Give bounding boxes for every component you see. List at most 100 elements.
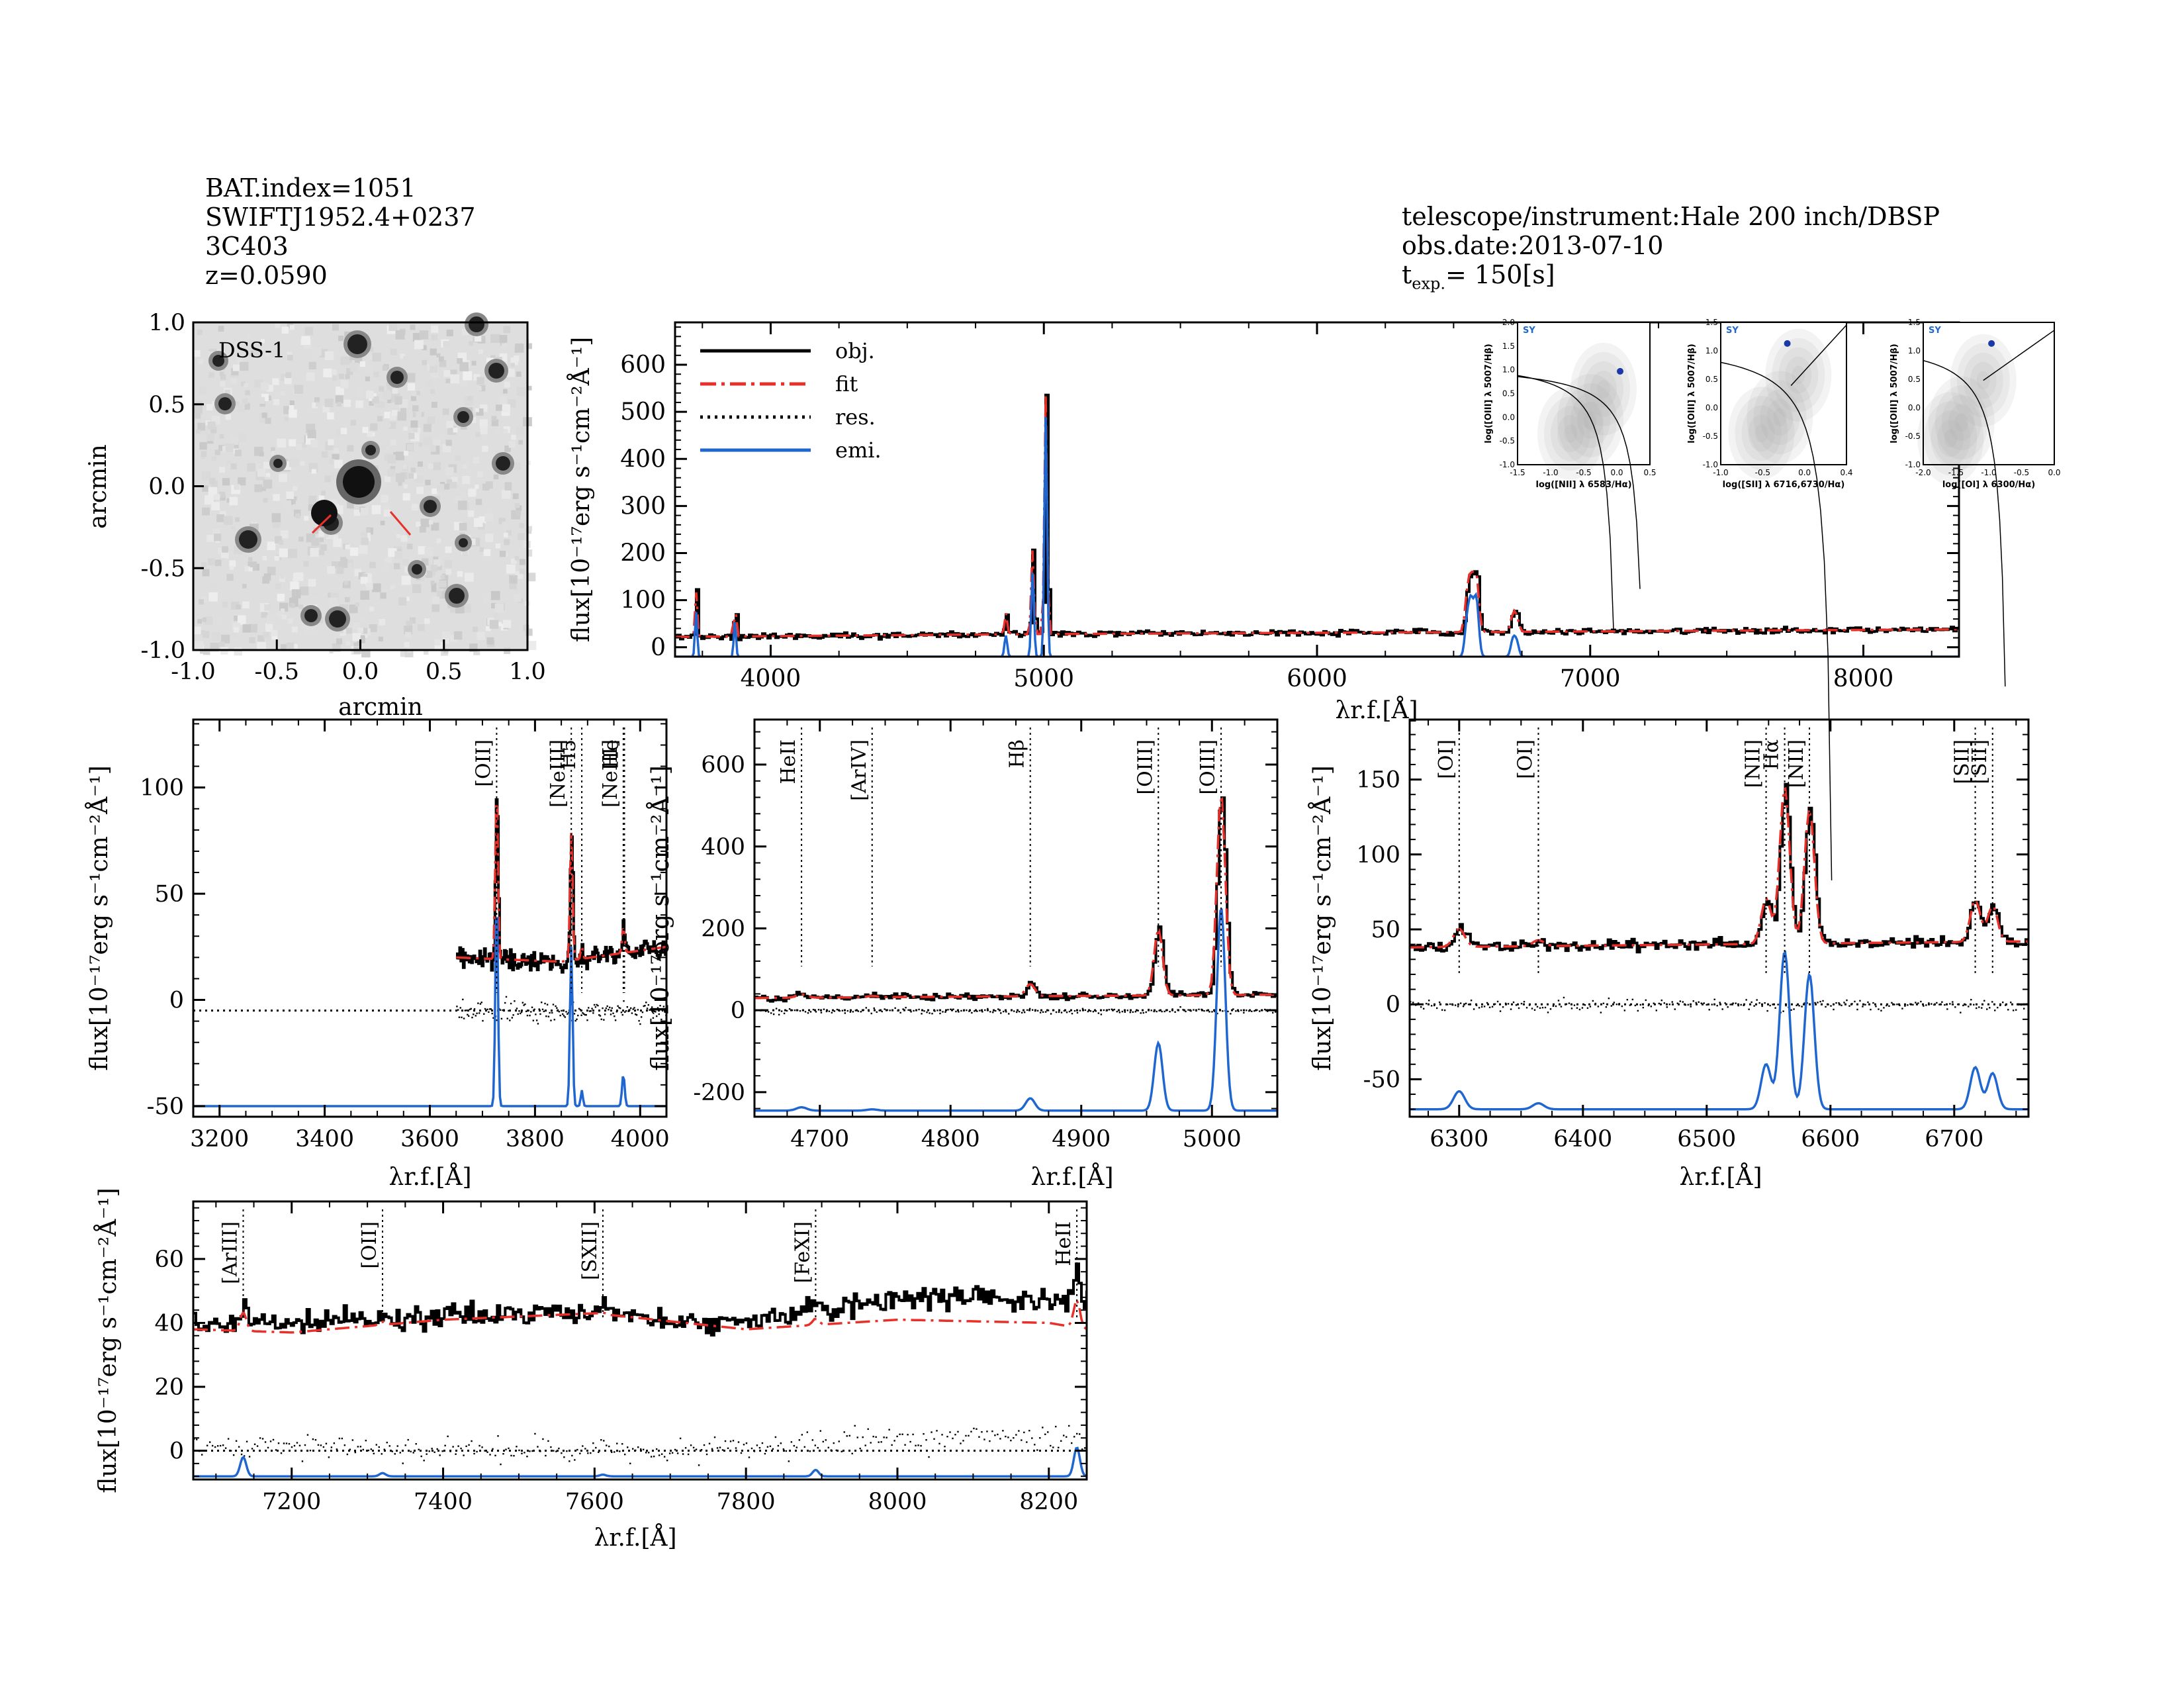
line-label: [OIII] xyxy=(1134,739,1157,795)
hbeta-panel: HeII [ArIV] Hβ [OIII] [OIII] 4700 4800 4900 5000… xyxy=(647,718,1279,1191)
line-label: [NII] xyxy=(1785,739,1808,788)
bpt-x-tick-label: -1.5 xyxy=(1948,468,1964,477)
x-tick-label: 4900 xyxy=(1052,1126,1111,1152)
bpt-sy-label: SY xyxy=(1523,326,1535,336)
red-panel-emi-series xyxy=(193,1446,1087,1477)
y-tick-label: 200 xyxy=(620,540,666,567)
red-panel: [ArIII] [OII] [SXII] [FeXI] HeII 7200 7400 7600… xyxy=(94,1188,1088,1552)
main-spectrum: 4000 5000 6000 7000 8000 0 100 200 300 400 500 600 f… xyxy=(567,321,1960,724)
star xyxy=(457,411,469,423)
dss-label: DSS-1 xyxy=(218,338,285,363)
bpt-y-tick-label: -1.0 xyxy=(1500,460,1515,469)
star xyxy=(412,564,422,575)
bpt-density xyxy=(1728,328,1832,480)
bpt-x-tick-label: -1.0 xyxy=(1543,468,1558,477)
x-tick-label: -0.5 xyxy=(255,659,300,685)
line-label: [OI] xyxy=(1514,739,1537,779)
bpt-y-tick-label: -1.0 xyxy=(1905,460,1921,469)
y-tick-label: 600 xyxy=(701,752,745,778)
oii-panel-emi-series xyxy=(193,917,666,1107)
bpt-x-tick-label: 0.0 xyxy=(2048,468,2060,477)
main-spectrum-obj-series xyxy=(675,393,1959,641)
bat-index: BAT.index=1051 xyxy=(205,173,416,203)
x-tick-label: 6700 xyxy=(1925,1126,1983,1152)
oii-panel-plot xyxy=(193,798,666,1107)
bpt-x-tick-label: 0.0 xyxy=(1798,468,1811,477)
bpt-x-tick-label: 0.4 xyxy=(1840,468,1852,477)
bpt-curve xyxy=(1923,359,2006,687)
star xyxy=(212,355,224,367)
x-tick-label: 5000 xyxy=(1013,665,1074,692)
bpt-y-tick-label: 0.0 xyxy=(1706,403,1718,412)
object-name: 3C403 xyxy=(205,232,289,261)
red-panel-residual xyxy=(193,1425,1086,1466)
oii-panel-ylabel: flux[10⁻¹⁷erg s⁻¹cm⁻²Å⁻¹] xyxy=(85,765,113,1070)
bpt-line xyxy=(1983,330,2055,381)
x-tick-label: 8000 xyxy=(868,1489,927,1515)
bpt-panel-3: SY -2.0 -1.5 -1.0 -0.5 0.0 -1.0 -0.5 0.0 0.5 1.0 1.… xyxy=(1889,318,2061,687)
red-panel-ylabel: flux[10⁻¹⁷erg s⁻¹cm⁻²Å⁻¹] xyxy=(94,1188,122,1493)
bpt-curve xyxy=(1720,361,1833,880)
dss-image-panel: DSS-1 -1.0-1.0 -0.5 -0.5 0.0 0.0 0.5 0.5 1.0 1.0 a… xyxy=(85,310,546,721)
halpha-panel-ylabel: flux[10⁻¹⁷erg s⁻¹cm⁻²Å⁻¹] xyxy=(1308,765,1336,1070)
y-tick-label: 1.0 xyxy=(148,310,185,336)
x-tick-label: 8000 xyxy=(1833,665,1894,692)
star xyxy=(424,500,437,513)
bpt-x-tick-label: 0.0 xyxy=(1610,468,1623,477)
legend-label-3: emi. xyxy=(835,438,882,463)
line-label: Hβ xyxy=(1006,739,1029,769)
telescope-instrument: telescope/instrument:Hale 200 inch/DBSP xyxy=(1402,202,1940,231)
line-label: [OII] xyxy=(358,1221,381,1269)
obs-date: obs.date:2013-07-10 xyxy=(1402,231,1664,260)
oii-panel-residual xyxy=(456,996,666,1025)
line-label: HeII xyxy=(777,739,800,784)
line-label: [NeIII] xyxy=(599,739,622,808)
y-tick-label: 60 xyxy=(154,1246,184,1273)
hbeta-panel-ylabel: flux[10⁻¹⁷erg s⁻¹cm⁻²Å⁻¹] xyxy=(647,765,674,1070)
y-tick-label: -200 xyxy=(693,1080,745,1106)
red-panel-plot xyxy=(193,1262,1087,1477)
x-tick-label: 7000 xyxy=(1560,665,1621,692)
y-tick-label: 500 xyxy=(620,399,666,426)
object-info: BAT.index=1051 SWIFTJ1952.4+0237 3C403 z… xyxy=(205,173,476,290)
halpha-panel-xlabel: λr.f.[Å] xyxy=(1679,1163,1762,1191)
line-label: HeII xyxy=(1052,1221,1075,1266)
star xyxy=(218,397,232,410)
bpt-y-tick-label: -1.0 xyxy=(1703,460,1718,469)
line-label: [SII] xyxy=(1951,739,1974,784)
target-galaxy-core xyxy=(343,466,375,498)
bpt-y-tick-label: 0.5 xyxy=(1908,375,1921,384)
bpt-x-tick-label: 0.5 xyxy=(1643,468,1656,477)
red-panel-obj-series xyxy=(193,1262,1087,1336)
star xyxy=(304,609,318,622)
bpt-line xyxy=(1790,324,1847,387)
x-tick-label: 0.0 xyxy=(342,659,379,685)
oii-panel-xlabel: λr.f.[Å] xyxy=(388,1163,471,1191)
bpt-y-tick-label: 1.5 xyxy=(1706,318,1718,327)
bpt-frame xyxy=(1517,322,1651,465)
line-label: He xyxy=(600,739,623,769)
legend-label-2: res. xyxy=(835,404,876,430)
bpt-density xyxy=(1917,334,2017,485)
x-tick-label: 7200 xyxy=(262,1489,321,1515)
x-tick-label: 6300 xyxy=(1430,1126,1488,1152)
bpt-frame xyxy=(1720,322,1847,465)
x-tick-label: 4000 xyxy=(741,665,801,692)
bpt-xlabel: log([NII] λ 6583/Hα) xyxy=(1535,480,1631,490)
star xyxy=(459,538,468,547)
y-tick-label: 0 xyxy=(651,634,666,661)
x-tick-label: 3200 xyxy=(190,1126,249,1152)
y-tick-label: 0 xyxy=(169,1438,184,1465)
line-label: [ArIV] xyxy=(848,739,871,801)
red-panel-frame xyxy=(192,1200,1088,1481)
halpha-panel-fit-series xyxy=(1410,786,2028,949)
y-tick-label: 50 xyxy=(154,881,184,908)
bpt-sy-label: SY xyxy=(1929,326,1941,336)
bpt-bg xyxy=(1721,322,1846,465)
bpt-y-tick-label: 1.0 xyxy=(1502,365,1515,375)
y-tick-label: 0 xyxy=(1386,992,1400,1018)
x-tick-label: 3400 xyxy=(295,1126,354,1152)
bpt-curve xyxy=(1517,376,1641,589)
x-tick-label: 8200 xyxy=(1019,1489,1078,1515)
